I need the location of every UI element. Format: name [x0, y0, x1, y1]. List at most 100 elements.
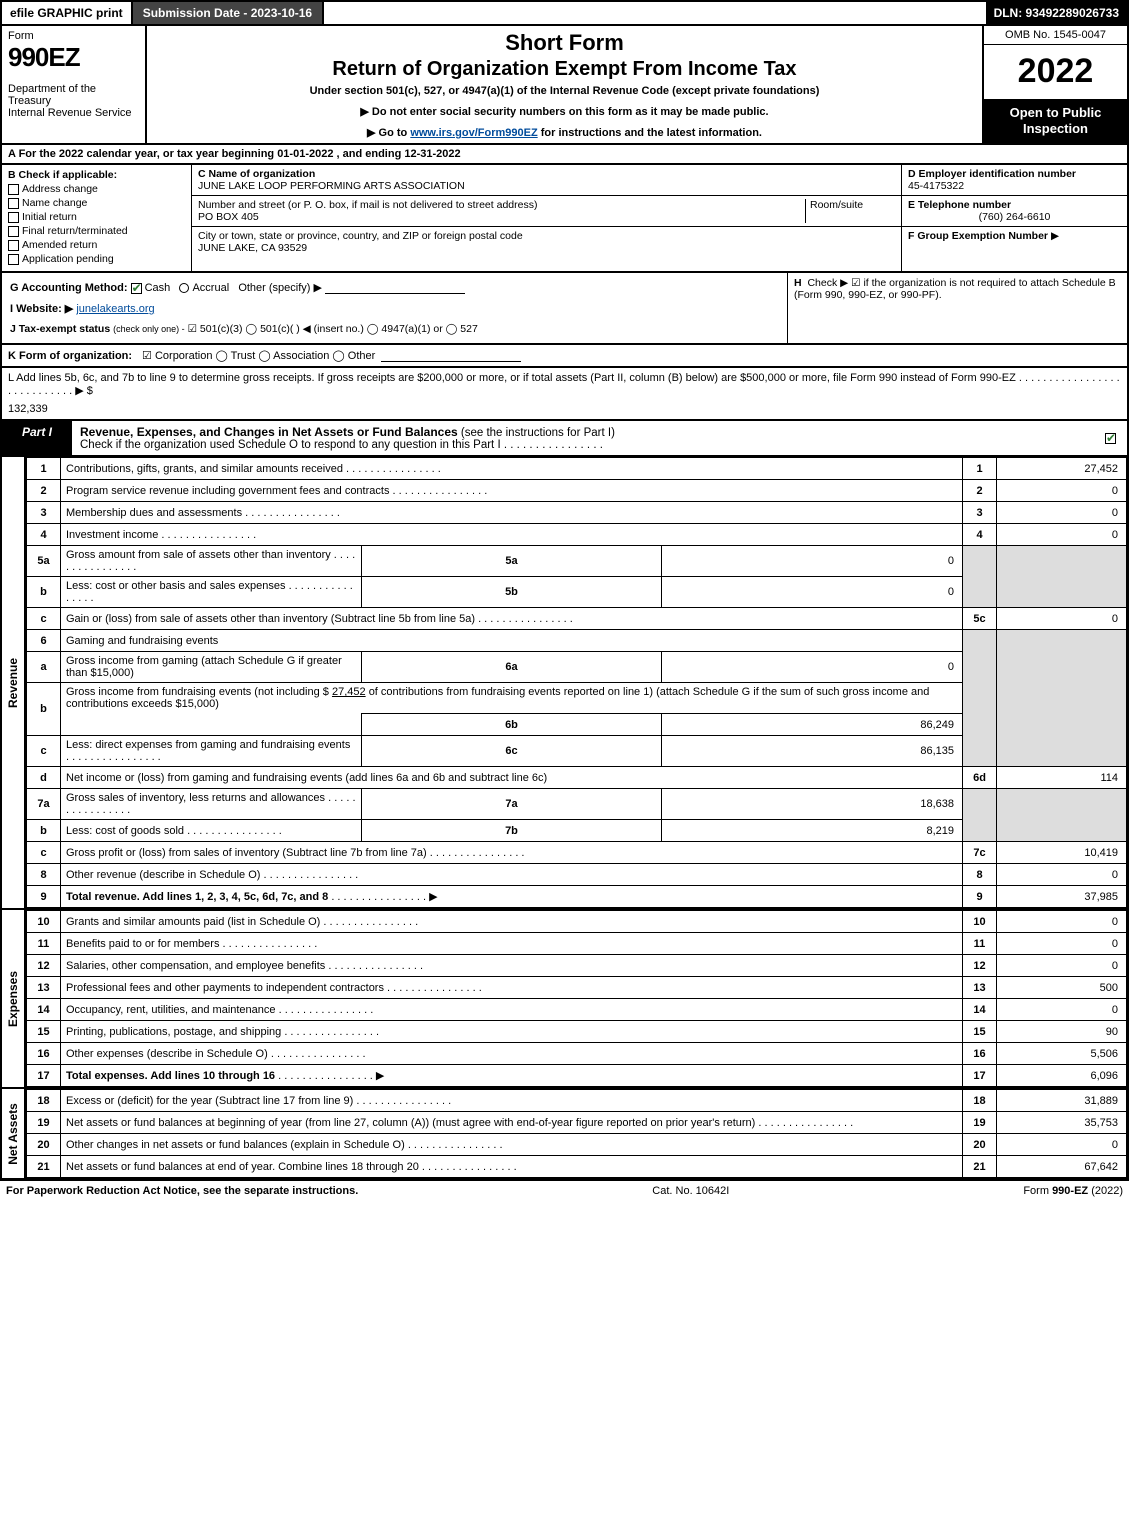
k-opts: ☑ Corporation ◯ Trust ◯ Association ◯ Ot… — [142, 349, 375, 362]
line-11-val: 0 — [997, 933, 1127, 955]
omb-number: OMB No. 1545-0047 — [984, 26, 1127, 45]
line-14-val: 0 — [997, 999, 1127, 1021]
chk-cash[interactable] — [131, 283, 142, 294]
line-2-desc: Program service revenue including govern… — [66, 485, 389, 497]
line-9-val: 37,985 — [997, 886, 1127, 908]
radio-accrual[interactable] — [179, 283, 189, 293]
page-footer: For Paperwork Reduction Act Notice, see … — [0, 1180, 1129, 1201]
chk-amended-return[interactable]: Amended return — [8, 239, 185, 251]
line-6a-val: 0 — [662, 652, 963, 683]
line-8-desc: Other revenue (describe in Schedule O) — [66, 869, 260, 881]
line-13-val: 500 — [997, 977, 1127, 999]
part-i-check-text: Check if the organization used Schedule … — [80, 439, 501, 451]
line-8-val: 0 — [997, 864, 1127, 886]
line-21-val: 67,642 — [997, 1156, 1127, 1178]
footer-cat-no: Cat. No. 10642I — [652, 1185, 729, 1197]
line-4-desc: Investment income — [66, 529, 158, 541]
note-goto: Go to www.irs.gov/Form990EZ for instruct… — [157, 126, 972, 139]
chk-final-return[interactable]: Final return/terminated — [8, 225, 185, 237]
dept-1: Department of the Treasury — [8, 83, 139, 107]
h-label: H — [794, 277, 802, 289]
title-return: Return of Organization Exempt From Incom… — [157, 58, 972, 81]
line-19-desc: Net assets or fund balances at beginning… — [66, 1117, 755, 1129]
g-other: Other (specify) — [238, 282, 310, 294]
part-i-sub: (see the instructions for Part I) — [461, 427, 615, 439]
net-assets-side-label: Net Assets — [2, 1089, 26, 1178]
revenue-side-label: Revenue — [2, 457, 26, 908]
c-addr-label: Number and street (or P. O. box, if mail… — [198, 199, 805, 211]
top-bar: efile GRAPHIC print Submission Date - 20… — [0, 0, 1129, 26]
col-c-org-info: C Name of organization JUNE LAKE LOOP PE… — [192, 165, 902, 271]
chk-name-change[interactable]: Name change — [8, 197, 185, 209]
line-5b-desc: Less: cost or other basis and sales expe… — [66, 580, 286, 592]
subtitle: Under section 501(c), 527, or 4947(a)(1)… — [157, 85, 972, 97]
c-name-label: C Name of organization — [198, 168, 895, 180]
part-i-header: Part I Revenue, Expenses, and Changes in… — [0, 421, 1129, 457]
org-address: PO BOX 405 — [198, 211, 805, 223]
org-name: JUNE LAKE LOOP PERFORMING ARTS ASSOCIATI… — [198, 180, 895, 192]
chk-initial-return[interactable]: Initial return — [8, 211, 185, 223]
line-6b-pre: Gross income from fundraising events (no… — [66, 686, 332, 698]
line-19-val: 35,753 — [997, 1112, 1127, 1134]
chk-address-change[interactable]: Address change — [8, 183, 185, 195]
line-12-desc: Salaries, other compensation, and employ… — [66, 960, 325, 972]
line-17-desc: Total expenses. Add lines 10 through 16 — [66, 1070, 275, 1082]
line-5b-val: 0 — [662, 577, 963, 608]
line-7b-val: 8,219 — [662, 820, 963, 842]
irs-link[interactable]: www.irs.gov/Form990EZ — [410, 127, 537, 139]
line-b-label: B Check if applicable: — [8, 169, 185, 181]
dept-2: Internal Revenue Service — [8, 107, 139, 119]
header-left: Form 990EZ Department of the Treasury In… — [2, 26, 147, 143]
line-5c-desc: Gain or (loss) from sale of assets other… — [66, 613, 475, 625]
line-1-desc: Contributions, gifts, grants, and simila… — [66, 463, 343, 475]
line-15-val: 90 — [997, 1021, 1127, 1043]
line-10-desc: Grants and similar amounts paid (list in… — [66, 916, 320, 928]
line-21-desc: Net assets or fund balances at end of ye… — [66, 1161, 419, 1173]
part-i-schedule-o-checkbox[interactable] — [1105, 433, 1116, 444]
phone-value: (760) 264-6610 — [908, 211, 1121, 223]
row-k: K Form of organization: ☑ Corporation ◯ … — [0, 345, 1129, 368]
footer-right: Form 990-EZ (2022) — [1023, 1185, 1123, 1197]
line-6d-val: 114 — [997, 767, 1127, 789]
title-short-form: Short Form — [157, 30, 972, 56]
i-label: I Website: ▶ — [10, 303, 73, 315]
website-link[interactable]: junelakearts.org — [76, 303, 154, 315]
expenses-section: Expenses 10Grants and similar amounts pa… — [0, 910, 1129, 1089]
footer-left: For Paperwork Reduction Act Notice, see … — [6, 1185, 358, 1197]
line-9-desc: Total revenue. Add lines 1, 2, 3, 4, 5c,… — [66, 891, 328, 903]
line-3-val: 0 — [997, 502, 1127, 524]
expenses-side-label: Expenses — [2, 910, 26, 1087]
topbar-spacer — [324, 2, 985, 24]
chk-application-pending[interactable]: Application pending — [8, 253, 185, 265]
part-i-title: Revenue, Expenses, and Changes in Net As… — [80, 425, 458, 439]
g-other-input[interactable] — [325, 282, 465, 294]
line-a: A For the 2022 calendar year, or tax yea… — [0, 145, 1129, 165]
note-goto-post: for instructions and the latest informat… — [541, 127, 762, 139]
room-suite-label: Room/suite — [805, 199, 895, 223]
note-ssn: Do not enter social security numbers on … — [157, 105, 972, 118]
line-7a-val: 18,638 — [662, 789, 963, 820]
efile-print-button[interactable]: efile GRAPHIC print — [2, 2, 133, 24]
line-10-val: 0 — [997, 911, 1127, 933]
line-6b-amt: 27,452 — [332, 686, 366, 698]
e-phone-label: E Telephone number — [908, 199, 1121, 211]
line-16-val: 5,506 — [997, 1043, 1127, 1065]
dln-badge: DLN: 93492289026733 — [986, 2, 1127, 24]
line-18-val: 31,889 — [997, 1090, 1127, 1112]
line-12-val: 0 — [997, 955, 1127, 977]
k-other-input[interactable] — [381, 350, 521, 362]
part-i-tab: Part I — [2, 421, 72, 455]
d-ein-label: D Employer identification number — [908, 168, 1121, 180]
g-label: G Accounting Method: — [10, 282, 128, 294]
note-goto-pre: Go to — [379, 127, 411, 139]
line-14-desc: Occupancy, rent, utilities, and maintena… — [66, 1004, 276, 1016]
line-5c-val: 0 — [997, 608, 1127, 630]
org-city: JUNE LAKE, CA 93529 — [198, 242, 895, 254]
j-opts: ☑ 501(c)(3) ◯ 501(c)( ) ◀ (insert no.) ◯… — [188, 323, 478, 335]
j-sub: (check only one) - — [113, 324, 185, 334]
line-5a-val: 0 — [662, 546, 963, 577]
line-7a-desc: Gross sales of inventory, less returns a… — [66, 792, 325, 804]
row-g-h: G Accounting Method: Cash Accrual Other … — [0, 273, 1129, 345]
k-label: K Form of organization: — [8, 350, 132, 362]
line-18-desc: Excess or (deficit) for the year (Subtra… — [66, 1095, 353, 1107]
